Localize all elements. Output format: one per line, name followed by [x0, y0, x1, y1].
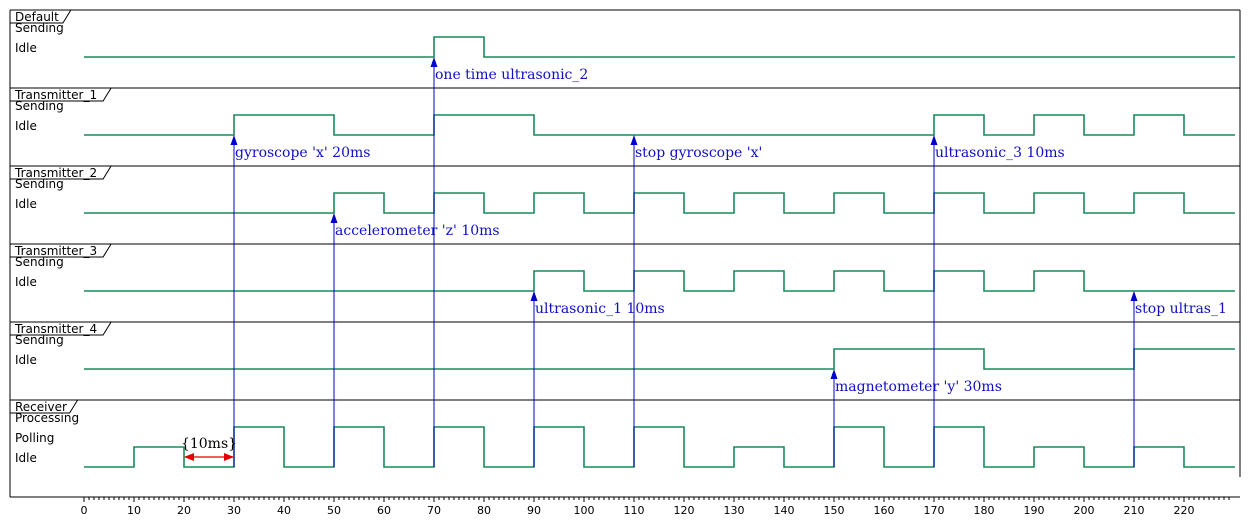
- axis-tick-label: 60: [377, 504, 391, 517]
- message-label: stop ultras_1: [1135, 301, 1227, 317]
- message-label: gyroscope 'x' 20ms: [235, 145, 370, 161]
- axis-tick-label: 120: [674, 504, 695, 517]
- message-stop-ultras-1: stop ultras_1: [1130, 291, 1227, 467]
- state-label-idle: Idle: [15, 353, 37, 367]
- message-stop-gyroscope-x: stop gyroscope 'x': [630, 135, 762, 467]
- lane-label: Transmitter_4: [14, 322, 97, 336]
- state-label-idle: Idle: [15, 119, 37, 133]
- axis-tick-label: 210: [1124, 504, 1145, 517]
- state-label-idle: Idle: [15, 451, 37, 465]
- message-arrowhead: [530, 291, 538, 301]
- message-ultrasonic-3-10ms: ultrasonic_3 10ms: [930, 135, 1065, 467]
- axis-tick-label: 150: [824, 504, 845, 517]
- axis-tick-label: 50: [327, 504, 341, 517]
- lane-label-tab: [10, 243, 112, 258]
- waveform-transmitter-2: [84, 192, 1235, 214]
- lane-label: Default: [15, 10, 59, 24]
- message-label: accelerometer 'z' 10ms: [335, 223, 500, 239]
- lane-label-tab: [10, 399, 79, 414]
- axis-tick-label: 190: [1024, 504, 1045, 517]
- axis-tick-label: 80: [477, 504, 491, 517]
- axis-tick-label: 30: [227, 504, 241, 517]
- duration-constraint: {10ms}: [181, 436, 237, 461]
- message-label: ultrasonic_1 10ms: [535, 301, 665, 317]
- axis-tick-label: 100: [574, 504, 595, 517]
- state-label-idle: Idle: [15, 197, 37, 211]
- waveform-transmitter-3: [84, 270, 1235, 292]
- axis-tick-label: 10: [127, 504, 141, 517]
- waveform-transmitter-4: [84, 348, 1235, 370]
- message-magnetometer-y-30ms: magnetometer 'y' 30ms: [830, 369, 1002, 467]
- state-label-sending: Sending: [15, 333, 64, 347]
- state-label-idle: Idle: [15, 275, 37, 289]
- waveform-receiver: [84, 426, 1235, 468]
- message-arrowhead: [330, 213, 338, 223]
- waveform-transmitter-1: [84, 114, 1235, 136]
- state-label-sending: Sending: [15, 255, 64, 269]
- axis-tick-label: 220: [1174, 504, 1195, 517]
- message-arrowhead: [630, 135, 638, 145]
- state-label-sending: Sending: [15, 21, 64, 35]
- message-label: stop gyroscope 'x': [635, 145, 762, 161]
- lane-label-tab: [10, 321, 112, 336]
- axis-tick-label: 170: [924, 504, 945, 517]
- message-label: one time ultrasonic_2: [435, 67, 588, 83]
- message-one-time-ultrasonic-2: one time ultrasonic_2: [430, 57, 588, 467]
- message-label: magnetometer 'y' 30ms: [835, 379, 1002, 395]
- axis-tick-label: 160: [874, 504, 895, 517]
- axis-tick-label: 200: [1074, 504, 1095, 517]
- axis-tick-label: 0: [81, 504, 88, 517]
- state-label-processing: Processing: [15, 411, 79, 425]
- lane-label-tab: [10, 9, 72, 24]
- message-label: ultrasonic_3 10ms: [935, 145, 1065, 161]
- axis-tick-label: 110: [624, 504, 645, 517]
- state-label-idle: Idle: [15, 41, 37, 55]
- axis-tick-label: 140: [774, 504, 795, 517]
- state-label-polling: Polling: [15, 431, 54, 445]
- lanes: DefaultSendingIdleTransmitter_1SendingId…: [10, 9, 1240, 468]
- lane-label-tab: [10, 165, 112, 180]
- lane-label-tab: [10, 87, 112, 102]
- axis-tick-label: 130: [724, 504, 745, 517]
- axis-tick-label: 40: [277, 504, 291, 517]
- waveform-default: [84, 36, 1235, 58]
- axis-tick-label: 90: [527, 504, 541, 517]
- axis-tick-label: 180: [974, 504, 995, 517]
- message-arrowhead: [1130, 291, 1138, 301]
- message-arrowhead: [830, 369, 838, 379]
- state-label-sending: Sending: [15, 177, 64, 191]
- axis-tick-label: 20: [177, 504, 191, 517]
- diagram-frame: [9, 9, 1241, 497]
- message-arrowhead: [230, 135, 238, 145]
- message-arrowhead: [430, 57, 438, 67]
- message-arrowhead: [930, 135, 938, 145]
- state-label-sending: Sending: [15, 99, 64, 113]
- message-accelerometer-z-10ms: accelerometer 'z' 10ms: [330, 213, 500, 467]
- lane-label: Transmitter_1: [14, 88, 97, 102]
- axis-tick-label: 70: [427, 504, 441, 517]
- message-gyroscope-x-20ms: gyroscope 'x' 20ms: [230, 135, 370, 467]
- time-axis: 0 10 20 30 40 50 60 70 80 90 100 110 120 130 140 150 160…: [10, 496, 1240, 517]
- durations: {10ms}: [181, 436, 237, 461]
- message-ultrasonic-1-10ms: ultrasonic_1 10ms: [530, 291, 665, 467]
- lane-label: Receiver: [15, 400, 67, 414]
- messages: gyroscope 'x' 20ms accelerometer 'z' 10ms…: [230, 57, 1227, 467]
- lane-label: Transmitter_3: [14, 244, 97, 258]
- lane-label: Transmitter_2: [14, 166, 97, 180]
- duration-label: {10ms}: [181, 436, 237, 452]
